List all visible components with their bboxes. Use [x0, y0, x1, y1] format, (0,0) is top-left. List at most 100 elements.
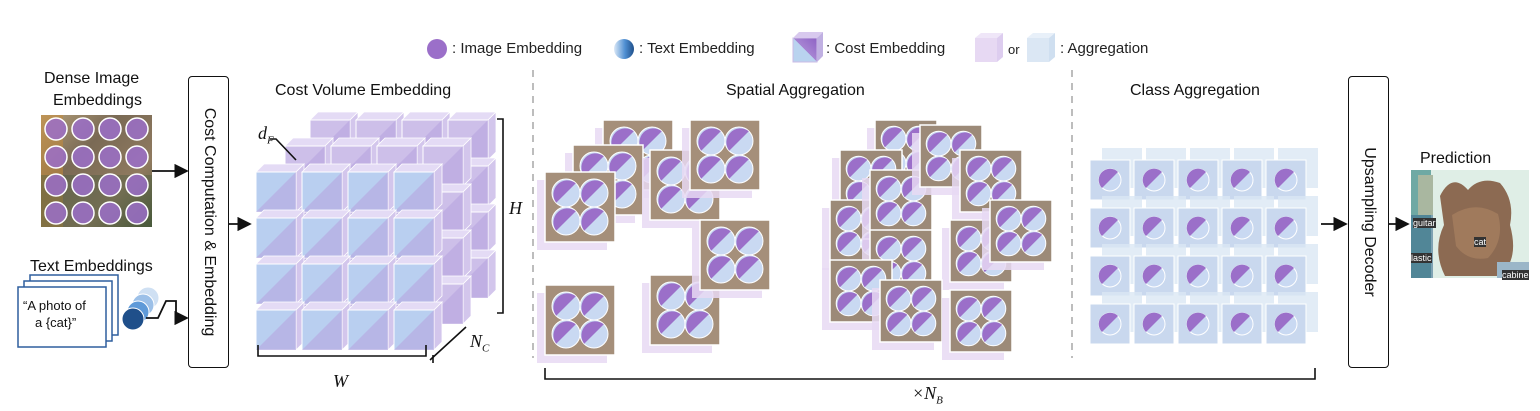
legend-image-embedding-label: : Image Embedding [452, 40, 583, 57]
dim-w-label: W [333, 371, 348, 391]
dim-n-sub: C [482, 342, 490, 355]
image-embedding-dot [71, 173, 95, 197]
class-embedding-half [1186, 312, 1206, 332]
pred-label-plastic: lastic [1411, 253, 1432, 263]
spatial-aggregation-title: Spatial Aggregation [726, 82, 865, 99]
dim-d-symbol: d [258, 123, 267, 143]
embedding-cube [255, 301, 305, 351]
prediction-title: Prediction [1420, 150, 1492, 167]
class-embedding-half [1230, 312, 1250, 332]
class-aggregation-cell [1265, 159, 1307, 201]
class-embedding-half [1098, 168, 1118, 188]
aggregation-tile [537, 284, 616, 363]
aggregation-tile [872, 279, 943, 350]
image-embedding-dot [98, 173, 122, 197]
text-embeddings-title: Text Embeddings [30, 258, 153, 275]
image-embedding-dot [125, 145, 149, 169]
embedding-cube [347, 255, 397, 305]
pred-label-guitar: guitar [1413, 218, 1436, 228]
legend-aggregation-label: : Aggregation [1060, 40, 1149, 57]
class-embedding-half [1142, 312, 1162, 332]
dense-image-title-line1: Dense Image [44, 70, 140, 87]
times-nb-symbol: ×N [912, 383, 937, 403]
image-embedding-dot [71, 117, 95, 141]
times-nb-label: ×NB [912, 383, 943, 407]
legend-aggregation-blue-icon [1027, 33, 1055, 62]
image-embedding-dot [44, 117, 68, 141]
embedding-cube [255, 209, 305, 259]
aggregation-tile [642, 274, 721, 353]
dense-image-embeddings [41, 115, 152, 227]
class-embedding-half [1098, 264, 1118, 284]
dim-d-sub: F [267, 134, 274, 147]
dimension-brackets [257, 118, 1316, 380]
text-embedding-stack-icon [121, 286, 160, 331]
legend-cost-embedding-label: : Cost Embedding [826, 40, 946, 57]
prompt-line1: “A photo of [23, 298, 86, 313]
image-embedding-dot [98, 145, 122, 169]
aggregation-tile [982, 199, 1053, 270]
class-embedding-half [1186, 216, 1206, 236]
embedding-cube [393, 209, 443, 259]
image-embedding-dot [71, 145, 95, 169]
spatial-aggregation-left [537, 119, 771, 363]
section-separators [532, 70, 1073, 358]
image-embedding-dot [44, 145, 68, 169]
image-embedding-dot [125, 201, 149, 225]
class-embedding-half [1142, 216, 1162, 236]
pred-label-cabinet: cabine [1502, 270, 1529, 280]
class-embedding-half [1274, 264, 1294, 284]
spatial-aggregation-right [822, 119, 1053, 360]
class-embedding-half [1142, 168, 1162, 188]
class-aggregation-title: Class Aggregation [1130, 82, 1260, 99]
dim-n-label: NC [470, 331, 489, 355]
embedding-cube [301, 301, 351, 351]
cost-volume-title: Cost Volume Embedding [275, 82, 452, 99]
legend-aggregation-purple-icon [975, 33, 1003, 62]
class-embedding-half [1230, 168, 1250, 188]
dense-image-title-line2: Embeddings [53, 92, 142, 109]
aggregation-tile [942, 289, 1013, 360]
embedding-cube [301, 209, 351, 259]
upsampling-decoder-block: Upsampling Decoder [1348, 76, 1389, 368]
cost-computation-label: Cost Computation & Embedding [200, 107, 218, 337]
class-embedding-half [1186, 168, 1206, 188]
flow-arrows [146, 163, 1410, 326]
image-embedding-dot [98, 117, 122, 141]
aggregation-tile [537, 171, 616, 250]
embedding-cube [301, 163, 351, 213]
image-embedding-dot [125, 173, 149, 197]
image-embedding-dot [44, 201, 68, 225]
embedding-cube [347, 163, 397, 213]
class-aggregation-cell [1265, 207, 1307, 249]
cost-computation-block: Cost Computation & Embedding [188, 76, 229, 368]
class-embedding-half [1230, 264, 1250, 284]
embedding-cube [255, 163, 305, 213]
aggregation-tile [682, 119, 761, 198]
legend-cost-embedding-icon [792, 32, 823, 63]
times-nb-sub: B [936, 394, 943, 407]
class-aggregation-grid [1089, 148, 1318, 345]
embedding-cube [347, 209, 397, 259]
dim-h-label: H [509, 198, 522, 218]
dim-d-label: dF [258, 123, 274, 147]
embedding-cube [393, 255, 443, 305]
embedding-cube [255, 255, 305, 305]
class-embedding-half [1186, 264, 1206, 284]
embedding-cube [393, 301, 443, 351]
class-embedding-half [1098, 312, 1118, 332]
upsampling-decoder-label: Upsampling Decoder [1360, 147, 1378, 297]
image-embedding-dot [71, 201, 95, 225]
class-embedding-half [1098, 216, 1118, 236]
class-embedding-half [1230, 216, 1250, 236]
legend-text-embedding-label: : Text Embedding [639, 40, 755, 57]
class-embedding-half [1274, 312, 1294, 332]
embedding-cube [347, 301, 397, 351]
text-embeddings-prompt [17, 274, 119, 348]
cost-volume-cube [255, 111, 497, 351]
legend-text-embedding-icon [614, 39, 634, 59]
image-embedding-dot [98, 201, 122, 225]
image-embedding-dot [125, 117, 149, 141]
class-embedding-half [1142, 264, 1162, 284]
